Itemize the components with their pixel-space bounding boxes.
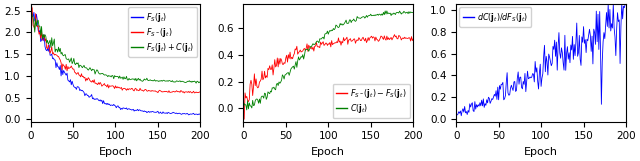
Legend: $dC(\mathbf{j}_t)/dF_S(\mathbf{j}_t)$: $dC(\mathbf{j}_t)/dF_S(\mathbf{j}_t)$ [460,7,531,27]
X-axis label: Epoch: Epoch [311,147,345,157]
Legend: $F_{S^-}(\mathbf{j}_t) - F_S(\mathbf{j}_t)$, $C(\mathbf{j}_t)$: $F_{S^-}(\mathbf{j}_t) - F_S(\mathbf{j}_… [333,84,410,118]
X-axis label: Epoch: Epoch [99,147,132,157]
X-axis label: Epoch: Epoch [524,147,558,157]
Legend: $F_S(\mathbf{j}_t)$, $F_{S^-}(\mathbf{j}_t)$, $F_S(\mathbf{j}_t) + C(\mathbf{j}_: $F_S(\mathbf{j}_t)$, $F_{S^-}(\mathbf{j}… [128,7,197,57]
